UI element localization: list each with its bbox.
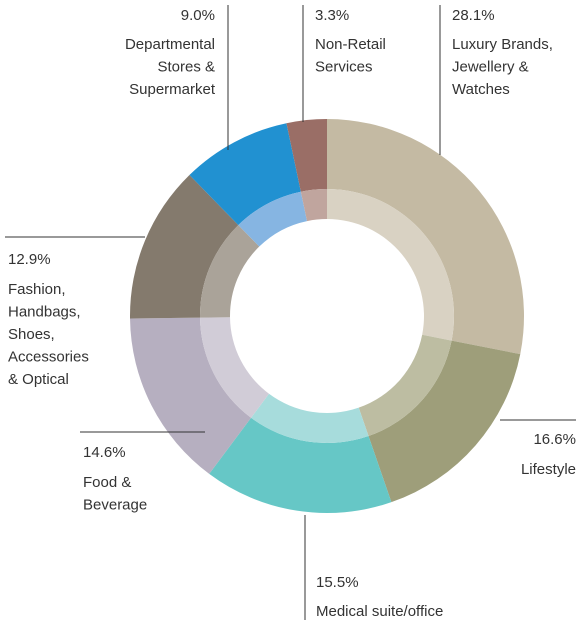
value-label: 16.6% xyxy=(533,431,576,448)
value-label: 15.5% xyxy=(316,574,359,591)
category-label: Non-Retail xyxy=(315,36,386,53)
category-label: Jewellery & xyxy=(452,58,529,75)
value-label: 12.9% xyxy=(8,251,51,268)
value-label: 9.0% xyxy=(181,7,215,24)
category-label: Watches xyxy=(452,81,510,98)
donut-segment xyxy=(368,340,521,503)
category-label: Luxury Brands, xyxy=(452,36,553,53)
donut-inner-segment xyxy=(238,191,308,247)
donut-segment xyxy=(209,417,392,513)
category-label: Lifestyle xyxy=(521,461,576,478)
category-label: Handbags, xyxy=(8,303,81,320)
category-label: Supermarket xyxy=(129,81,216,98)
category-label: Beverage xyxy=(83,496,147,513)
value-label: 14.6% xyxy=(83,444,126,461)
donut-segment xyxy=(130,317,252,474)
category-label: Departmental xyxy=(125,36,215,53)
value-label: 3.3% xyxy=(315,7,349,24)
donut-inner-segment xyxy=(300,189,327,222)
category-label: Shoes, xyxy=(8,326,55,343)
donut-segment xyxy=(189,123,301,226)
donut-segment xyxy=(327,119,524,355)
category-label: Services xyxy=(315,58,373,75)
category-label: Fashion, xyxy=(8,281,66,298)
category-label: Food & xyxy=(83,474,131,491)
category-label: Accessories xyxy=(8,348,89,365)
category-label: & Optical xyxy=(8,371,69,388)
donut-inner-segment xyxy=(358,334,452,437)
donut-inner-segment xyxy=(251,393,369,443)
category-label: Stores & xyxy=(157,58,215,75)
donut-inner-segment xyxy=(200,317,270,418)
donut-inner-segment xyxy=(327,189,454,341)
donut-segment xyxy=(130,174,239,319)
donut-segment xyxy=(286,119,327,192)
donut-inner-segment xyxy=(200,225,260,318)
value-label: 28.1% xyxy=(452,7,495,24)
category-label: Medical suite/office xyxy=(316,603,443,620)
